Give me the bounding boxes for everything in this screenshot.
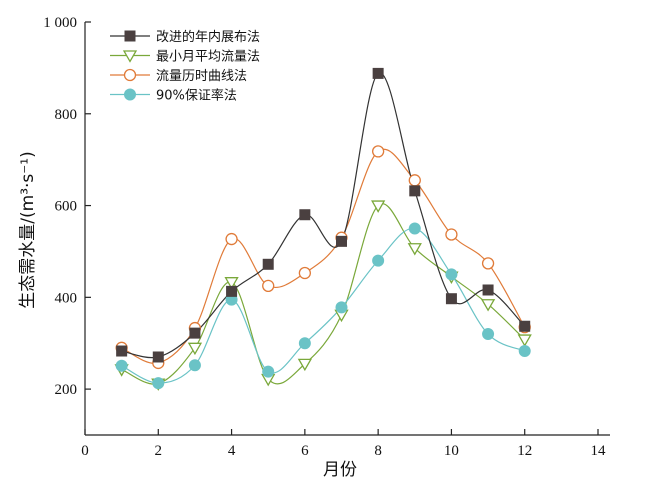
series-2-point [371, 200, 386, 213]
series-3-point [298, 266, 312, 280]
series-4-point [408, 222, 421, 235]
series-3-point [408, 174, 421, 187]
series-1-point [152, 351, 164, 363]
y-tick-label: 800 [55, 107, 78, 123]
series-1-point [409, 185, 421, 197]
series-1-point [262, 258, 274, 270]
series-3-point [445, 228, 458, 241]
x-tick-label: 0 [81, 443, 89, 459]
x-tick-label: 4 [228, 443, 236, 459]
legend-marker [123, 68, 137, 82]
series-4-point [115, 359, 128, 372]
series-4-point [482, 328, 495, 341]
series-line-1 [121, 72, 526, 359]
y-tick-label: 1 000 [43, 15, 77, 31]
series-1-point [372, 67, 384, 79]
series-2-point [480, 299, 496, 312]
series-2-point [187, 342, 203, 356]
x-tick-label: 2 [155, 443, 163, 459]
x-tick-label: 6 [301, 443, 309, 459]
series-4-point [372, 254, 385, 267]
x-tick-label: 10 [444, 443, 459, 459]
series-4-point [188, 359, 201, 372]
series-line-4 [121, 227, 525, 384]
x-tick-label: 8 [374, 443, 382, 459]
series-2-point [297, 358, 312, 372]
series-1-point [189, 327, 201, 339]
ticks: 0 2 4 6 8 10 12 14 200 400 600 800 1 000 [43, 15, 606, 459]
series-4-point [335, 301, 348, 314]
series-1-point [299, 209, 311, 221]
legend-label: 流量历时曲线法 [156, 69, 247, 84]
y-tick-label: 200 [55, 382, 78, 398]
y-axis-title: 生态需水量/(m³·s⁻¹) [18, 151, 38, 308]
series-line-2 [121, 203, 526, 385]
y-tick-label: 400 [55, 290, 78, 306]
legend-marker [124, 88, 136, 101]
y-tick-label: 600 [55, 199, 78, 215]
series-2-point [517, 334, 532, 347]
series-1-point [226, 285, 238, 297]
series-3-point [481, 257, 495, 270]
plot-lines [121, 72, 526, 385]
series-2-point [407, 243, 422, 256]
axes [84, 22, 610, 436]
series-4-point [445, 268, 458, 281]
series-3-point [225, 232, 238, 246]
x-axis-title: 月份 [323, 460, 357, 480]
legend-label: 改进的年内展布法 [156, 29, 260, 45]
series-4-point [518, 345, 531, 358]
x-tick-label: 12 [517, 443, 532, 459]
series-2-point [224, 277, 239, 290]
series-1-point [336, 235, 347, 247]
series-4-point [298, 337, 311, 350]
legend-label: 最小月平均流量法 [156, 50, 260, 65]
series-1-point [482, 284, 494, 296]
plot-markers [114, 67, 532, 391]
series-4-point [152, 377, 165, 390]
series-3-point [262, 279, 275, 293]
series-1-point [116, 345, 128, 357]
legend-label: 90%保证率法 [156, 88, 237, 104]
series-4-point [262, 365, 275, 378]
series-3-point [371, 145, 385, 158]
series-1-point [445, 293, 457, 305]
legend-marker [124, 30, 136, 42]
series-1-point [519, 320, 531, 332]
x-tick-label: 14 [591, 443, 607, 459]
legend-marker [122, 50, 138, 63]
series-line-3 [121, 148, 526, 364]
